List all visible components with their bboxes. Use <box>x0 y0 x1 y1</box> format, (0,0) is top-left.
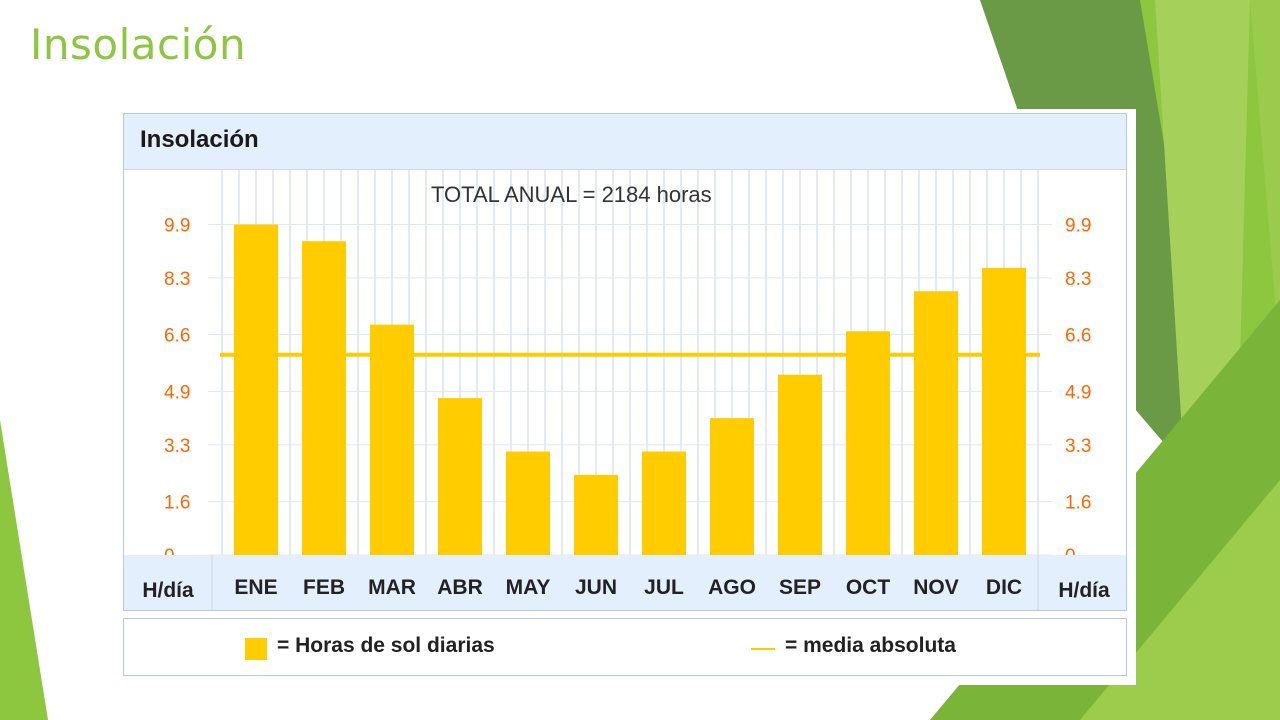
bar-mar <box>370 324 414 555</box>
legend-mean-label: = media absoluta <box>785 634 956 657</box>
bar-may <box>506 451 550 555</box>
chart-title: Insolación <box>140 126 259 153</box>
y-tick-label-left: 6.6 <box>164 326 190 347</box>
x-tick-label: FEB <box>303 576 345 599</box>
x-tick-label: NOV <box>913 576 959 599</box>
bar-jun <box>574 474 618 555</box>
y-tick-label-left: 4.9 <box>164 382 190 403</box>
x-tick-label: SEP <box>779 576 821 599</box>
bar-dic <box>982 267 1026 555</box>
x-tick-label: AGO <box>708 576 756 599</box>
bar-sep <box>778 374 822 555</box>
x-tick-label: OCT <box>846 576 891 599</box>
y-tick-label-right: 1.6 <box>1065 493 1091 514</box>
x-tick-label: DIC <box>986 576 1022 599</box>
y-tick-label-right: 6.6 <box>1065 326 1091 347</box>
x-tick-label: JUL <box>644 576 684 599</box>
bar-ene <box>234 224 278 555</box>
bar-oct <box>846 331 890 555</box>
decor-shard-right <box>1250 0 1280 360</box>
chart-annotation: TOTAL ANUAL = 2184 horas <box>431 182 712 207</box>
decor-shard-left <box>0 420 48 720</box>
x-tick-label: ABR <box>437 576 483 599</box>
bar-ago <box>710 418 754 555</box>
x-tick-label: ENE <box>234 576 277 599</box>
x-axis-band <box>124 555 1126 610</box>
y-tick-label-left: 3.3 <box>164 436 190 457</box>
y-tick-label-left: 9.9 <box>164 216 190 237</box>
y-axis-label-left: H/día <box>142 579 194 602</box>
y-tick-label-right: 9.9 <box>1065 216 1091 237</box>
y-tick-label-right: 4.9 <box>1065 382 1091 403</box>
legend: = Horas de sol diarias = media absoluta <box>123 618 1127 676</box>
y-tick-label-left: 8.3 <box>164 269 190 290</box>
bar-chart: TOTAL ANUAL = 2184 horas001.61.63.33.34.… <box>124 170 1126 610</box>
y-tick-label-right: 8.3 <box>1065 269 1091 290</box>
x-tick-label: MAY <box>506 576 551 599</box>
bar-nov <box>914 291 958 555</box>
bar-feb <box>302 241 346 555</box>
y-tick-label-left: 1.6 <box>164 493 190 514</box>
chart-panel: Insolación TOTAL ANUAL = 2184 horas001.6… <box>121 109 1136 685</box>
x-tick-label: JUN <box>575 576 617 599</box>
chart-header: Insolación <box>124 114 1126 170</box>
legend-bar-swatch <box>245 638 267 660</box>
bar-abr <box>438 398 482 555</box>
chart-box: Insolación TOTAL ANUAL = 2184 horas001.6… <box>123 113 1127 611</box>
legend-bars-label: = Horas de sol diarias <box>277 634 495 657</box>
slide-title: Insolación <box>30 20 247 69</box>
bar-jul <box>642 451 686 555</box>
legend-mean-line <box>751 648 775 650</box>
y-tick-label-right: 3.3 <box>1065 436 1091 457</box>
x-tick-label: MAR <box>368 576 416 599</box>
y-axis-label-right: H/día <box>1058 579 1110 602</box>
